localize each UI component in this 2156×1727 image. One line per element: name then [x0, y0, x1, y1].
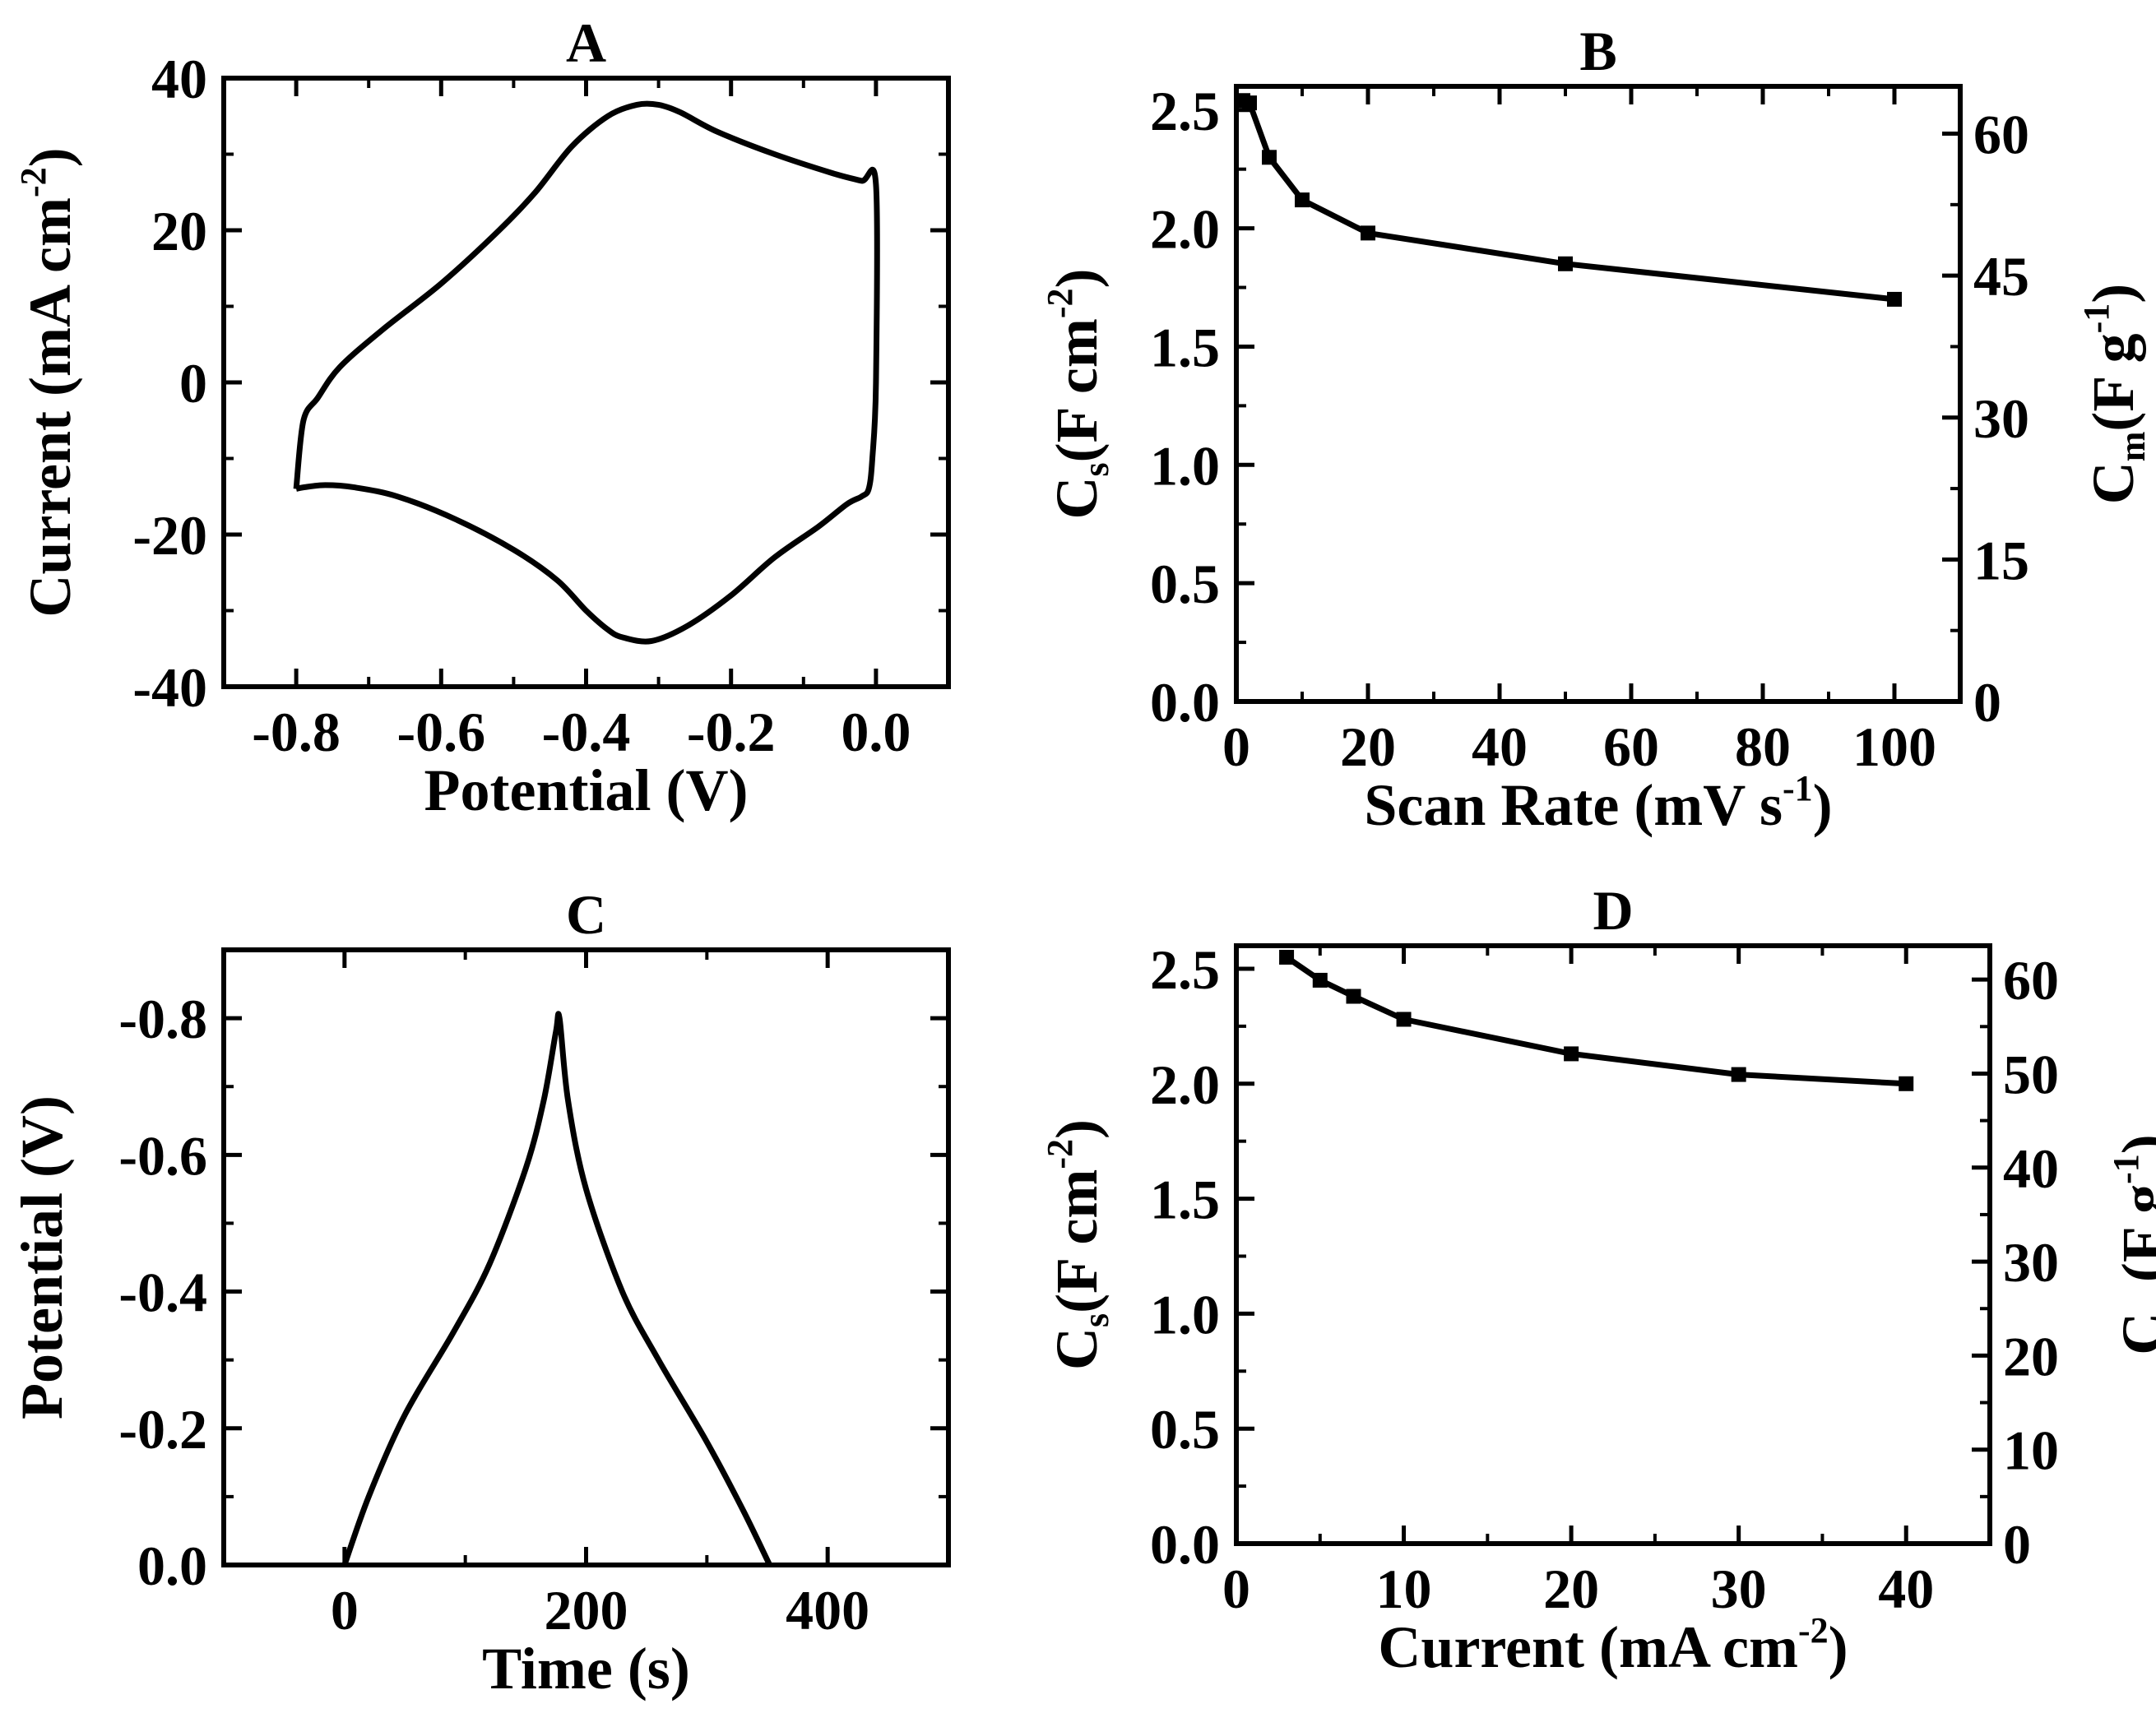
y-tick-label: 0.0 [137, 1535, 207, 1597]
x-tick-label: 30 [1711, 1558, 1767, 1620]
y-tick-label: 1.5 [1150, 316, 1220, 378]
x-tick-label: 0 [331, 1579, 359, 1641]
x-tick-label: 400 [786, 1579, 869, 1641]
y-tick-label: 0.5 [1150, 553, 1220, 615]
panel-a: A -0.8 -0.6 -0.4 -0.2 0.0 -40 -20 0 20 40 Potential… [13, 12, 951, 823]
x-tick-label: 0.0 [841, 701, 911, 763]
y2-tick-label: 30 [2003, 1231, 2059, 1294]
x-tick-label: -0.8 [252, 701, 341, 763]
y-tick-label: 2.5 [1150, 938, 1220, 1001]
y-tick-label: 0.0 [1150, 671, 1220, 734]
data-point [1361, 225, 1375, 241]
x-axis-label: Time (s) [482, 1636, 690, 1702]
panel-d: D 0 10 20 30 40 0.0 0.5 1.0 1.5 2.0 2.5 0 10 20 30 40 50 6… [1040, 879, 2156, 1680]
y-tick-label: -0.4 [118, 1262, 207, 1324]
x-tick-label: 80 [1735, 715, 1791, 778]
data-point [1396, 1012, 1412, 1027]
x-tick-label: -0.6 [396, 701, 485, 763]
y2-tick-label: 0 [2003, 1513, 2031, 1576]
x-tick-label: 20 [1543, 1558, 1599, 1620]
y2-tick-label: 30 [1973, 387, 2029, 450]
y2-axis-label: Cm(F g-1) [2106, 1134, 2156, 1355]
x-axis-label: Scan Rate (mV s-1) [1364, 768, 1832, 838]
y-tick-label: -0.8 [118, 988, 207, 1050]
y-tick-label: 2.5 [1150, 80, 1220, 142]
plot-frame [221, 76, 951, 689]
y2-tick-label: 60 [1973, 104, 2029, 166]
panel-c: C 0 200 400 0.0 -0.2 -0.4 -0.6 -0.8 Time (s) Poten… [9, 883, 951, 1702]
y-tick-label: -0.6 [118, 1124, 207, 1187]
y-tick-label: 2.0 [1150, 198, 1220, 261]
panel-title: A [566, 12, 606, 74]
y2-axis-label: Cm(F g-1) [2076, 284, 2153, 505]
y-tick-label: -20 [132, 504, 207, 567]
y-tick-label: 1.5 [1150, 1169, 1220, 1231]
y-tick-label: 40 [151, 48, 207, 110]
x-axis-label: Potential (V) [424, 757, 749, 823]
panel-title: C [566, 883, 606, 946]
y-axis-label: Cs(F cm-2) [1040, 269, 1116, 520]
y-axis-label: Cs(F cm-2) [1040, 1119, 1116, 1370]
data-point [1295, 192, 1310, 208]
data-point [1279, 949, 1295, 965]
x-tick-label: 40 [1472, 715, 1528, 778]
x-tick-label: 200 [545, 1579, 628, 1641]
x-tick-label: 40 [1878, 1558, 1934, 1620]
series-line [1285, 955, 1907, 1087]
x-tick-label: 0 [1222, 1558, 1250, 1620]
x-tick-label: 60 [1603, 715, 1659, 778]
x-tick-label: 20 [1340, 715, 1396, 778]
y-tick-label: 1.0 [1150, 1283, 1220, 1345]
x-axis-label: Current (mA cm-2) [1378, 1610, 1848, 1680]
y-tick-label: 20 [151, 200, 207, 262]
data-point [1262, 150, 1277, 165]
y2-tick-label: 60 [2003, 949, 2059, 1012]
panel-title: B [1579, 20, 1616, 82]
y2-tick-label: 50 [2003, 1043, 2059, 1105]
x-tick-label: -0.4 [542, 701, 631, 763]
x-tick-label: 0 [1222, 715, 1250, 778]
data-point [1346, 989, 1361, 1004]
data-point [1564, 1046, 1579, 1062]
y-axis-label: Current (mA cm-2) [13, 147, 83, 617]
data-point [1899, 1076, 1914, 1091]
series-line [341, 1011, 772, 1567]
data-point [1312, 972, 1328, 988]
plot-frame [221, 947, 951, 1567]
plot-frame [1234, 943, 1992, 1546]
y2-tick-label: 0 [1973, 671, 2001, 734]
data-point [1887, 291, 1902, 307]
plot-frame [1234, 84, 1963, 704]
data-point [1242, 95, 1257, 111]
y-tick-label: 0.5 [1150, 1398, 1220, 1461]
x-tick-label: -0.2 [687, 701, 776, 763]
y-tick-label: -40 [132, 656, 207, 719]
y-tick-label: 2.0 [1150, 1053, 1220, 1116]
y2-tick-label: 10 [2003, 1419, 2059, 1482]
y2-tick-label: 15 [1973, 529, 2029, 591]
panel-b: B 0 20 40 60 80 100 0.0 0.5 1.0 1.5 2.0 2.5 0 15 30 45 60… [1040, 20, 2153, 838]
panel-title: D [1593, 879, 1633, 942]
data-point [1558, 256, 1573, 271]
series-line [293, 100, 880, 645]
y-tick-label: 1.0 [1150, 434, 1220, 497]
x-tick-label: 10 [1376, 1558, 1432, 1620]
y-tick-label: -0.2 [118, 1398, 207, 1461]
y2-tick-label: 45 [1973, 245, 2029, 308]
x-tick-label: 100 [1852, 715, 1936, 778]
y2-tick-label: 20 [2003, 1325, 2059, 1387]
y-axis-label: Potential (V) [9, 1095, 75, 1419]
y-tick-label: 0 [179, 352, 207, 414]
data-point [1731, 1067, 1746, 1082]
y2-tick-label: 40 [2003, 1137, 2059, 1200]
y-tick-label: 0.0 [1150, 1513, 1220, 1576]
